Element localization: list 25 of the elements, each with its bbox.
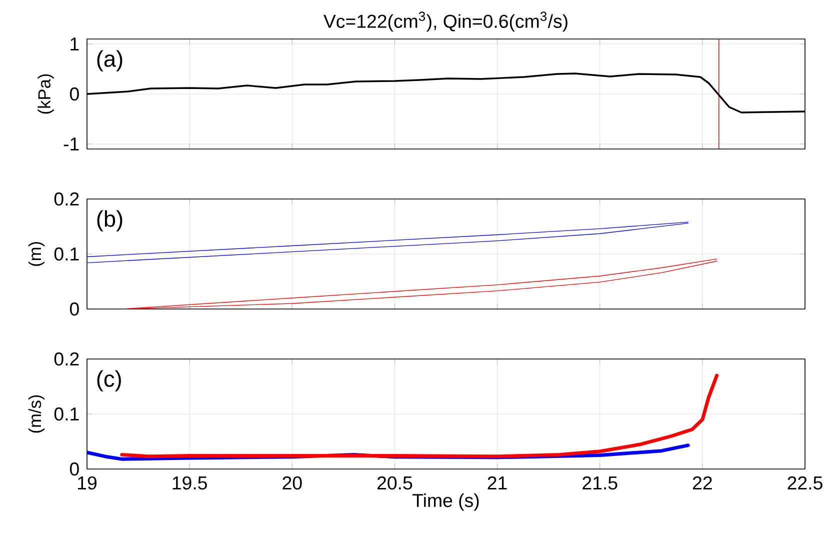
y-tick-label: 1: [70, 38, 79, 50]
x-tick-label: 20: [282, 476, 302, 490]
y-tick-label: 0.2: [54, 352, 79, 366]
annotation: (a): [97, 50, 122, 72]
x-tick-label: 22: [692, 476, 712, 490]
y-tick-label: -1: [64, 138, 79, 150]
x-tick-label: 20.5: [377, 476, 412, 490]
x-tick-label: 22.5: [788, 476, 822, 490]
y-tick-label: 0: [70, 87, 79, 101]
x-tick-label: 21: [488, 476, 507, 490]
x-tick-label: 19.5: [172, 476, 207, 490]
y-axis-title: (m/s): [28, 395, 45, 433]
annotation: (b): [97, 210, 122, 232]
annotation: (c): [97, 370, 121, 392]
chart-title: Vc=122(cm$^{3}$), Qin=0.6(cm$^{3}$/s): [324, 12, 568, 32]
y-tick-label: 0: [70, 462, 79, 476]
y-tick-label: 0: [70, 302, 79, 316]
y-axis-title: (m): [28, 242, 45, 266]
x-axis-title: Time (s): [412, 493, 479, 511]
y-tick-label: 0.2: [54, 192, 79, 206]
x-tick-label: 21.5: [582, 476, 618, 490]
y-axis-title: (kPa): [38, 74, 54, 114]
y-tick-label: 0.1: [54, 407, 79, 421]
y-tick-label: 0.1: [54, 247, 79, 261]
x-tick-label: 19: [78, 476, 96, 490]
